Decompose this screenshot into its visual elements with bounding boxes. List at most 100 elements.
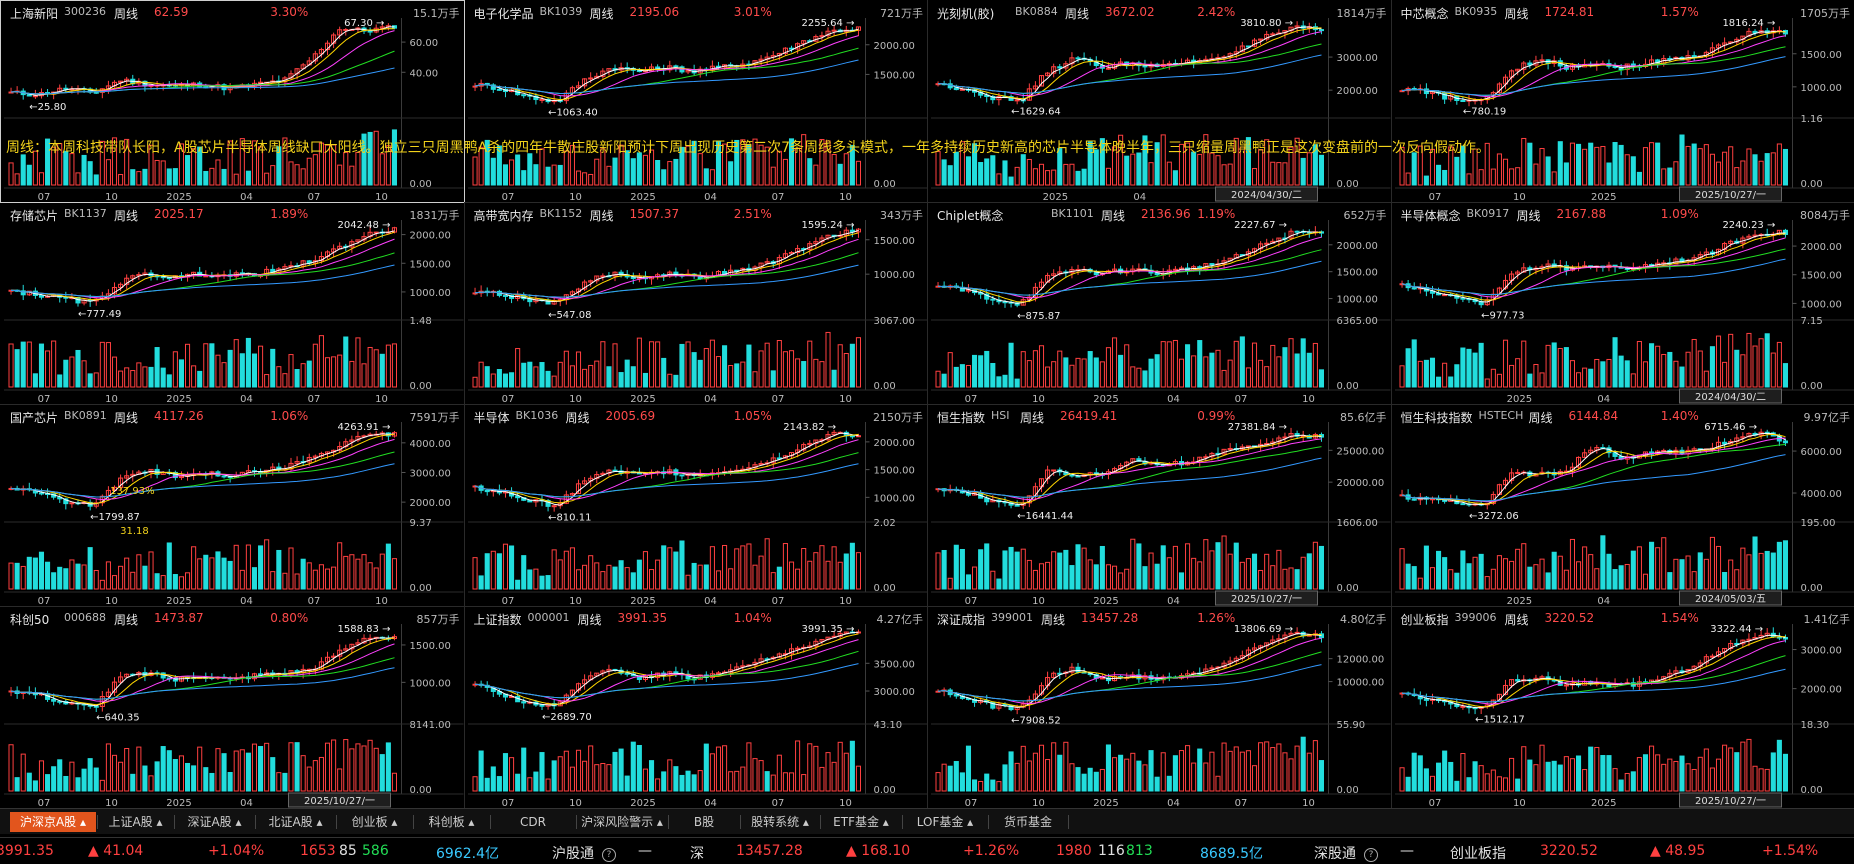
y-tick-label: 2000.00 (1337, 241, 1378, 252)
volume-bar (1546, 345, 1550, 387)
volume-bar (752, 759, 756, 791)
volume-bar (844, 753, 848, 791)
volume-bar (350, 749, 354, 791)
candle (1319, 30, 1323, 31)
candle (1460, 298, 1464, 299)
volume-bar (838, 164, 842, 185)
volume-bar (1728, 748, 1732, 791)
tab-10[interactable]: ETF基金 ▴ (821, 812, 901, 832)
volume-bar (1527, 374, 1531, 387)
volume-bar (1149, 751, 1153, 791)
volume-bar (954, 545, 958, 589)
volume-bar (936, 371, 940, 387)
volume-bar (661, 772, 665, 791)
volume-bar (1497, 556, 1501, 589)
volume-bar (1777, 144, 1781, 185)
tab-7[interactable]: 沪深风险警示 ▴ (577, 812, 667, 832)
sgt-label[interactable]: 深股通 (1314, 843, 1356, 863)
volume-bar (1137, 153, 1141, 185)
volume-bar (277, 773, 281, 791)
volume-bar (1692, 769, 1696, 791)
volume-bar (1558, 765, 1562, 791)
volume-bar (643, 552, 647, 589)
tab-11[interactable]: LOF基金 ▴ (903, 812, 987, 832)
volume-bar (655, 161, 659, 185)
volume-bar (46, 351, 50, 387)
volume-bar (527, 362, 531, 387)
volume-bar (1716, 759, 1720, 791)
tab-9[interactable]: 股转系统 ▴ (741, 812, 819, 832)
volume-bar (325, 569, 329, 589)
volume-bar (46, 562, 50, 589)
y-tick-label: 3000.00 (1800, 646, 1841, 657)
volume-bar (106, 562, 110, 589)
volume-bar (1149, 163, 1153, 185)
candle (1228, 449, 1232, 450)
volume-bar (509, 758, 513, 791)
volume-bar (125, 368, 129, 387)
tab-8[interactable]: B股 (669, 812, 739, 832)
volume-bar (966, 746, 970, 791)
tab-4[interactable]: 创业板 ▴ (337, 812, 412, 832)
volume-bar (1442, 363, 1446, 387)
volume-bar (362, 555, 366, 589)
tab-1[interactable]: 上证A股 ▴ (98, 812, 173, 832)
moving-average-line (11, 439, 395, 499)
candle (1076, 667, 1080, 672)
volume-bar (844, 554, 848, 589)
volume-bar (704, 169, 708, 185)
hgt-label[interactable]: 沪股通 (552, 843, 594, 863)
x-tick-label: 10 (569, 596, 582, 606)
tab-12[interactable]: 货币基金 (989, 812, 1067, 832)
volume-bar (954, 762, 958, 791)
volume-bar (612, 158, 616, 185)
volume-bar (1131, 367, 1135, 387)
candle (1722, 442, 1726, 444)
volume-bar (825, 332, 829, 387)
volume-max-label: 8141.00 (410, 720, 451, 731)
volume-bar (521, 556, 525, 589)
tab-3[interactable]: 北证A股 ▴ (256, 812, 335, 832)
volume-bar (1246, 559, 1250, 589)
tab-6[interactable]: CDR (491, 812, 575, 832)
volume-bar (1033, 351, 1037, 387)
volume-bar (1070, 164, 1074, 185)
x-tick-label: 07 (965, 596, 978, 606)
volume-bar (27, 557, 31, 589)
volume-bar (198, 747, 202, 791)
volume-bar (948, 766, 952, 791)
volume-bar (1728, 147, 1732, 185)
volume-bar (1234, 747, 1238, 791)
volume-bar (698, 154, 702, 185)
volume-bar (15, 174, 19, 185)
tab-2[interactable]: 深证A股 ▴ (175, 812, 254, 832)
x-tick-label: 10 (1032, 596, 1045, 606)
volume-bar (1649, 542, 1653, 589)
tab-5[interactable]: 科创板 ▴ (414, 812, 489, 832)
volume-bar (1192, 558, 1196, 589)
volume-bar (76, 564, 80, 589)
tab-0[interactable]: 沪深京A股 ▴ (10, 812, 96, 832)
volume-bar (82, 565, 86, 589)
volume-zero-label: 0.00 (1800, 381, 1822, 392)
volume-bar (198, 371, 202, 387)
volume-bar (325, 358, 329, 387)
volume-bar (1619, 566, 1623, 589)
volume-bar (112, 576, 116, 589)
